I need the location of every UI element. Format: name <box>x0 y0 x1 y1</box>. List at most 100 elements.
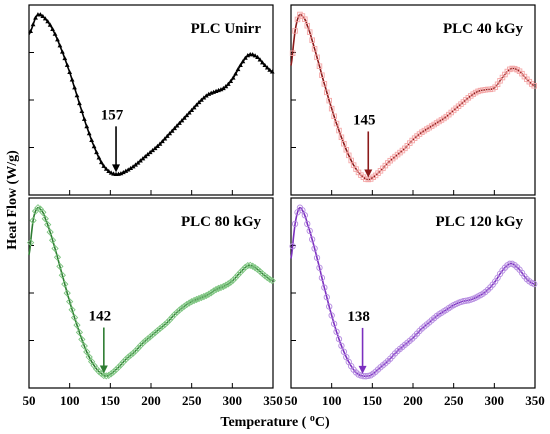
data-marker <box>174 123 180 128</box>
data-marker <box>318 274 326 281</box>
series-markers <box>289 11 537 183</box>
data-marker <box>326 303 333 310</box>
data-marker <box>159 138 165 144</box>
data-marker <box>61 280 69 288</box>
data-marker <box>96 155 102 160</box>
data-marker <box>39 208 47 216</box>
data-marker <box>101 163 107 168</box>
data-marker <box>186 110 192 115</box>
data-marker <box>205 290 213 298</box>
data-marker <box>62 55 68 61</box>
annotation-arrowhead <box>112 164 121 173</box>
data-marker <box>81 116 87 121</box>
data-marker <box>236 268 245 276</box>
data-marker <box>109 368 118 376</box>
series-markers <box>28 12 275 176</box>
annotation-arrowhead <box>358 365 367 374</box>
data-marker <box>311 245 318 252</box>
data-marker <box>230 75 236 80</box>
data-marker <box>94 149 99 155</box>
data-marker <box>360 372 367 380</box>
data-marker <box>301 212 308 219</box>
data-marker <box>130 164 136 169</box>
data-marker <box>345 152 352 159</box>
annotation-label: 142 <box>89 309 112 325</box>
data-marker <box>83 348 91 356</box>
data-marker <box>299 207 306 214</box>
series-line <box>290 13 536 181</box>
panel-title: PLC 80 kGy <box>181 214 262 230</box>
data-marker <box>147 149 153 155</box>
data-marker <box>234 271 242 279</box>
data-marker <box>48 236 57 244</box>
x-tick-label: 200 <box>141 393 161 408</box>
data-marker <box>29 216 37 225</box>
data-marker <box>227 278 235 286</box>
data-marker <box>257 57 263 62</box>
data-marker <box>218 87 224 92</box>
data-marker <box>139 339 147 347</box>
data-marker <box>245 53 251 58</box>
data-marker <box>223 83 229 89</box>
data-marker <box>127 351 135 359</box>
data-marker <box>142 154 148 159</box>
data-marker <box>44 221 52 229</box>
data-marker <box>306 29 313 35</box>
data-marker <box>304 22 311 29</box>
data-marker <box>114 363 123 371</box>
data-marker <box>203 93 209 98</box>
data-marker <box>239 266 247 274</box>
data-marker <box>133 162 138 167</box>
data-marker <box>33 15 38 20</box>
data-marker <box>209 287 218 295</box>
data-marker <box>103 166 109 171</box>
data-marker <box>166 316 174 324</box>
data-marker <box>291 220 299 228</box>
data-marker <box>191 105 197 110</box>
data-marker <box>68 306 76 314</box>
data-marker <box>175 306 184 314</box>
data-marker <box>220 85 226 91</box>
data-marker <box>59 49 65 54</box>
data-marker <box>246 261 254 269</box>
data-marker <box>138 158 143 163</box>
x-tick-label: 150 <box>101 393 121 408</box>
data-marker <box>151 329 159 337</box>
data-marker <box>289 243 296 250</box>
data-marker <box>260 60 265 65</box>
x-tick-label: 50 <box>285 393 298 408</box>
data-marker <box>229 276 237 284</box>
x-tick-label: 100 <box>322 393 342 408</box>
data-marker <box>185 299 193 307</box>
data-marker <box>78 335 86 344</box>
data-marker <box>181 115 187 120</box>
data-marker <box>201 95 207 100</box>
data-marker <box>214 284 223 293</box>
annotation-arrowhead <box>364 169 373 178</box>
data-marker <box>314 54 320 61</box>
data-marker <box>102 372 110 380</box>
data-marker <box>323 294 330 301</box>
x-tick-label: 200 <box>403 393 423 408</box>
data-marker <box>268 276 276 285</box>
data-marker <box>135 160 141 165</box>
data-marker <box>47 22 53 27</box>
data-marker <box>336 127 342 134</box>
data-marker <box>50 26 55 31</box>
data-marker <box>106 168 112 173</box>
data-marker <box>338 342 345 349</box>
data-marker <box>341 140 347 147</box>
data-marker <box>28 28 34 34</box>
data-marker <box>66 297 74 306</box>
data-marker <box>107 370 115 378</box>
data-marker <box>124 353 132 361</box>
data-marker <box>255 54 260 60</box>
data-marker <box>77 100 82 106</box>
data-marker <box>328 105 335 112</box>
data-marker <box>55 37 60 42</box>
x-tick-label: 300 <box>223 393 243 408</box>
data-marker <box>141 337 149 345</box>
data-marker <box>63 289 71 297</box>
data-marker <box>178 304 186 312</box>
data-marker <box>194 102 199 107</box>
